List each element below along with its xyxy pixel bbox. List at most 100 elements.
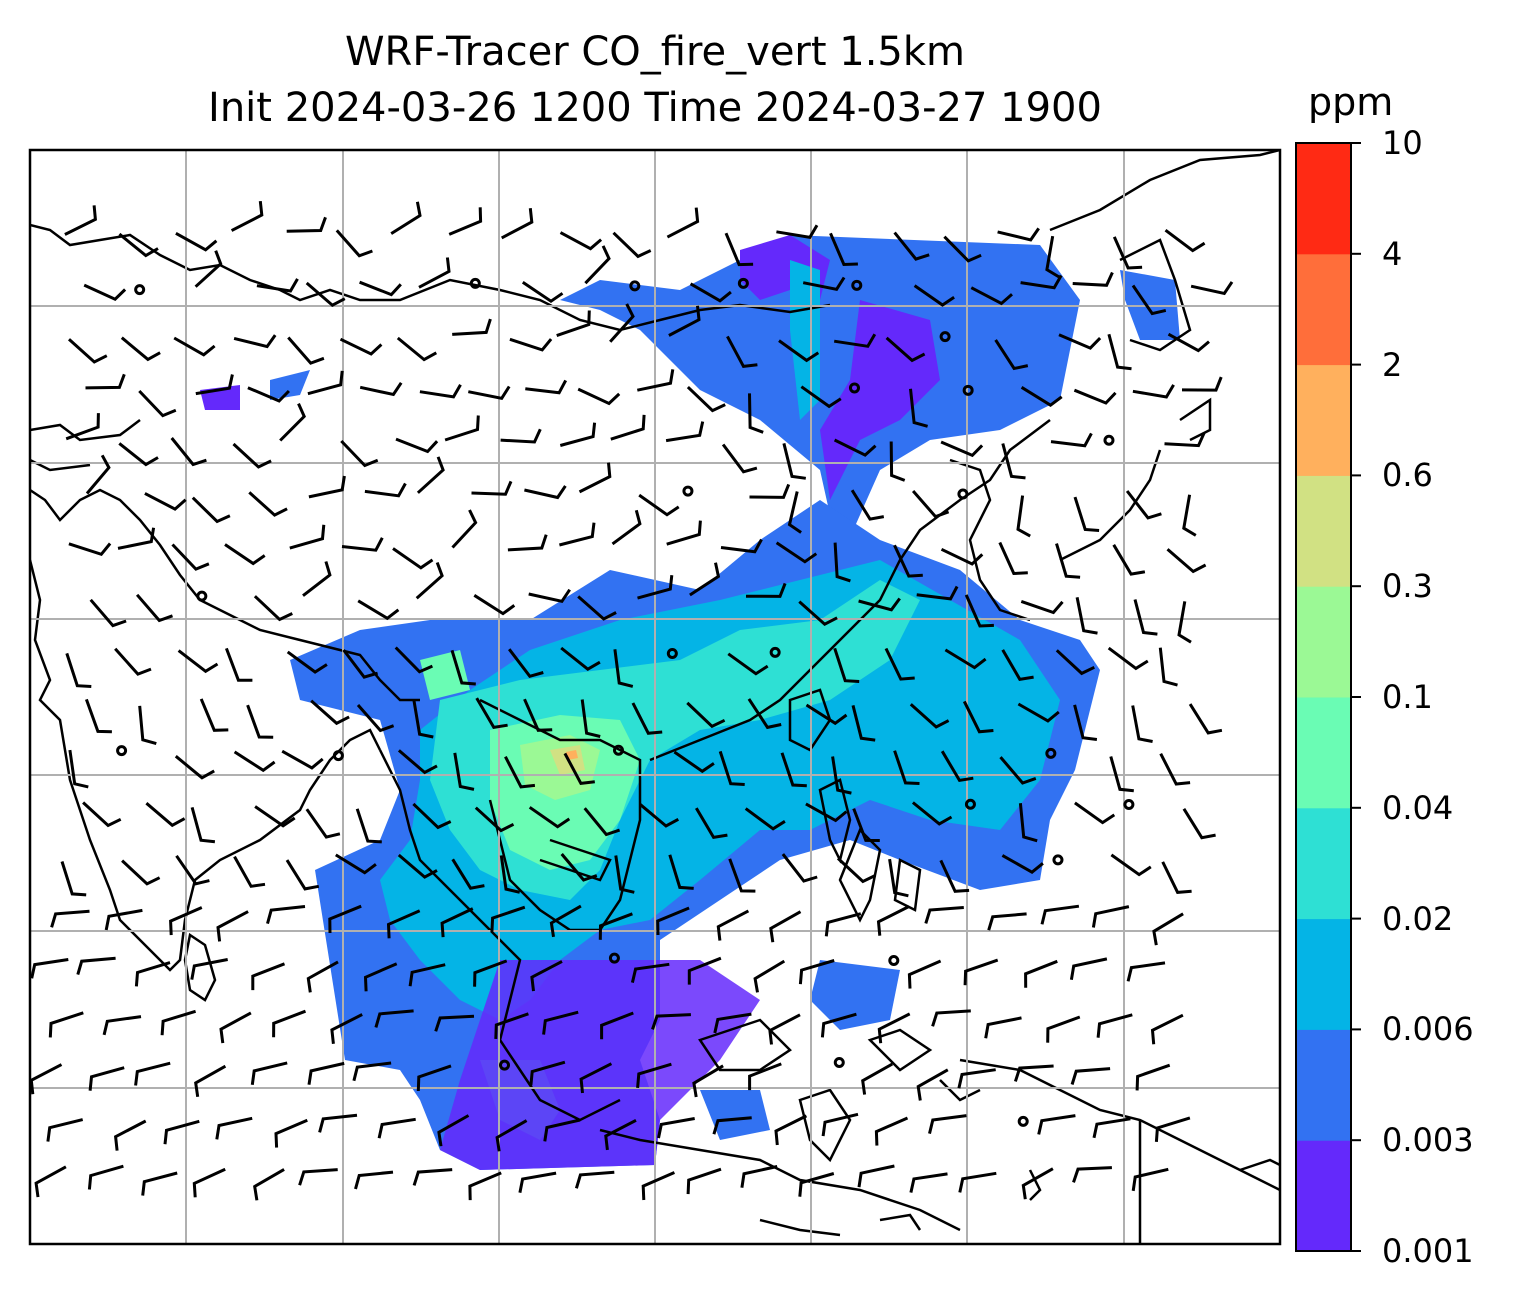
wind-barb: [233, 750, 276, 773]
wind-barb: [1125, 490, 1162, 520]
wind-barb: [1131, 705, 1153, 743]
wind-barb: [392, 547, 434, 570]
wind-barb: [805, 802, 848, 823]
calm-wind-marker: [629, 280, 641, 292]
wind-barb: [289, 524, 326, 550]
wind-barb: [721, 443, 758, 474]
wind-barb: [307, 1061, 345, 1085]
wind-barb: [851, 705, 876, 742]
calm-wind-marker: [848, 382, 860, 394]
wind-barb: [907, 959, 942, 989]
wind-barb: [1020, 386, 1063, 408]
wind-barb: [529, 1060, 566, 1086]
wind-barb: [665, 421, 705, 443]
wind-barb: [528, 806, 571, 829]
wind-barb: [450, 649, 476, 686]
wind-barb: [160, 1009, 197, 1036]
wind-barb: [87, 1164, 124, 1190]
wind-barb: [1131, 284, 1167, 316]
wind-barb: [390, 201, 422, 235]
wind-barb: [135, 593, 174, 623]
wind-barb: [911, 490, 950, 519]
wind-barb: [833, 438, 877, 457]
wind-barb: [686, 701, 726, 729]
calm-wind-marker: [888, 954, 900, 966]
wind-barb: [1020, 599, 1064, 615]
wind-barb: [232, 442, 272, 469]
wind-barb: [60, 861, 87, 897]
calm-wind-marker: [964, 798, 976, 810]
wind-barb: [559, 231, 603, 251]
wind-barb: [104, 908, 143, 931]
calm-wind-marker: [769, 646, 781, 658]
wind-barb: [631, 702, 663, 735]
colorbar-segment: [1296, 364, 1351, 476]
wind-barb: [1159, 753, 1191, 786]
wind-barb: [1177, 601, 1192, 644]
wind-barb: [1073, 388, 1117, 405]
wind-barb: [194, 250, 223, 288]
wind-barb: [1161, 861, 1192, 894]
wind-barb: [191, 496, 231, 524]
wind-barb: [117, 527, 156, 550]
wind-barb: [542, 1010, 579, 1035]
wind-barb: [85, 373, 126, 390]
wind-barb: [611, 509, 642, 546]
wind-barb: [356, 704, 395, 733]
wind-barb: [173, 336, 216, 357]
colorbar-tick-label: 0.6: [1382, 456, 1433, 495]
wind-barb: [740, 1165, 778, 1188]
wind-barb: [359, 381, 403, 397]
wind-barb: [637, 575, 674, 600]
wind-barb: [852, 808, 880, 842]
wind-barb: [233, 855, 266, 888]
wind-barb: [215, 1116, 253, 1140]
wind-barb: [689, 282, 732, 303]
colorbar-tick-label: 4: [1382, 234, 1403, 273]
colorbar-segment: [1296, 807, 1351, 920]
wind-barb: [780, 752, 807, 788]
wind-barb: [861, 1062, 894, 1095]
wind-barb: [798, 1172, 835, 1197]
wind-barb: [528, 588, 571, 603]
wind-barb: [163, 1119, 200, 1145]
wind-barb: [559, 522, 596, 547]
wind-barb: [560, 853, 598, 882]
wind-barb: [613, 649, 634, 688]
wind-barb: [962, 700, 994, 734]
colorbar-tick-label: 0.04: [1382, 788, 1454, 827]
wind-barb: [354, 1170, 394, 1190]
wind-barb: [1152, 912, 1184, 946]
map-plot-area: [30, 150, 1280, 1244]
wind-barb: [219, 1011, 252, 1044]
wind-barb: [444, 415, 480, 442]
colorbar-tick-label: 0.1: [1382, 678, 1433, 716]
wind-barb: [335, 853, 377, 875]
wind-barb: [120, 336, 161, 362]
wind-barb: [609, 303, 635, 343]
wind-barb: [266, 905, 306, 924]
wind-barb: [1050, 432, 1093, 448]
wind-barb: [577, 387, 621, 406]
calm-wind-marker: [612, 744, 624, 756]
wind-barb: [1040, 904, 1080, 925]
wind-barb: [524, 485, 567, 500]
wind-barb: [230, 200, 264, 232]
wind-barb: [1107, 333, 1132, 371]
wind-barb: [560, 646, 601, 672]
wind-barb: [340, 439, 379, 468]
colorbar-segment: [1296, 253, 1351, 366]
wind-barb: [453, 752, 475, 791]
wind-barb: [68, 749, 89, 789]
wind-barb: [749, 483, 791, 499]
map-frame: [28, 148, 1282, 1246]
wind-barb: [134, 1061, 171, 1086]
wind-barb: [748, 393, 764, 434]
wind-barb: [1072, 271, 1114, 287]
wind-barb: [651, 1013, 691, 1030]
wind-barb: [857, 1164, 895, 1188]
wind-barb: [999, 756, 1037, 785]
wind-barb: [549, 904, 582, 938]
wind-barb: [1046, 1015, 1081, 1043]
tracer-field: [200, 235, 1180, 1170]
